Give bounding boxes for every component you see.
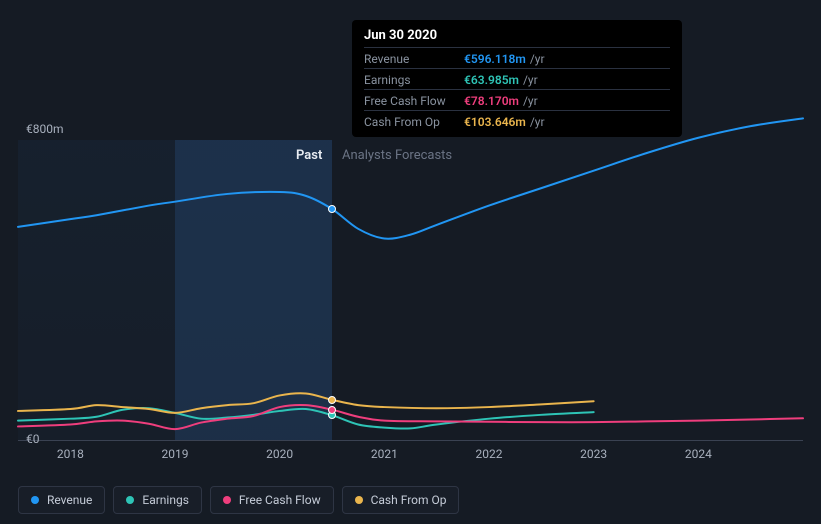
legend-dot-icon	[223, 496, 231, 504]
legend-item-fcf[interactable]: Free Cash Flow	[210, 486, 334, 514]
x-tick-label: 2022	[476, 447, 503, 461]
legend-label: Free Cash Flow	[239, 493, 321, 507]
legend-item-cfo[interactable]: Cash From Op	[342, 486, 460, 514]
x-tick-label: 2019	[162, 447, 189, 461]
tooltip-metric: Earnings	[364, 72, 464, 88]
past-label: Past	[296, 148, 322, 163]
tooltip-value: €103.646m	[464, 114, 526, 130]
legend-label: Revenue	[47, 493, 92, 507]
marker-fcf	[328, 406, 336, 414]
legend-dot-icon	[355, 496, 363, 504]
tooltip-unit: /yr	[523, 93, 538, 109]
tooltip-date: Jun 30 2020	[364, 28, 670, 43]
legend-dot-icon	[31, 496, 39, 504]
tooltip-row: Revenue€596.118m/yr	[364, 47, 670, 68]
x-tick-label: 2020	[266, 447, 293, 461]
legend-item-earnings[interactable]: Earnings	[113, 486, 202, 514]
legend-item-revenue[interactable]: Revenue	[18, 486, 105, 514]
tooltip-metric: Revenue	[364, 51, 464, 67]
x-tick-label: 2024	[685, 447, 712, 461]
forecast-label: Analysts Forecasts	[342, 148, 452, 163]
plot-area[interactable]	[18, 130, 803, 440]
x-tick-label: 2018	[57, 447, 84, 461]
y-tick-label: €800m	[26, 122, 64, 136]
tooltip-metric: Free Cash Flow	[364, 93, 464, 109]
tooltip-row: Free Cash Flow€78.170m/yr	[364, 89, 670, 110]
marker-revenue	[328, 205, 336, 213]
x-tick-label: 2021	[371, 447, 398, 461]
tooltip-unit: /yr	[523, 72, 538, 88]
tooltip-value: €596.118m	[464, 51, 526, 67]
legend-label: Cash From Op	[371, 493, 447, 507]
tooltip-row: Cash From Op€103.646m/yr	[364, 110, 670, 131]
tooltip-value: €78.170m	[464, 93, 519, 109]
hover-tooltip: Jun 30 2020 Revenue€596.118m/yrEarnings€…	[352, 20, 682, 137]
tooltip-metric: Cash From Op	[364, 114, 464, 130]
series-svg	[18, 130, 803, 440]
tooltip-value: €63.985m	[464, 72, 519, 88]
tooltip-unit: /yr	[530, 114, 545, 130]
legend-dot-icon	[126, 496, 134, 504]
y-tick-label: €0	[26, 432, 40, 446]
tooltip-unit: /yr	[530, 51, 545, 67]
series-earnings	[18, 408, 594, 429]
legend-label: Earnings	[142, 493, 189, 507]
zero-baseline	[18, 440, 803, 441]
x-tick-label: 2023	[580, 447, 607, 461]
legend: Revenue Earnings Free Cash Flow Cash From O…	[18, 486, 459, 514]
marker-cfo	[328, 396, 336, 404]
tooltip-row: Earnings€63.985m/yr	[364, 68, 670, 89]
